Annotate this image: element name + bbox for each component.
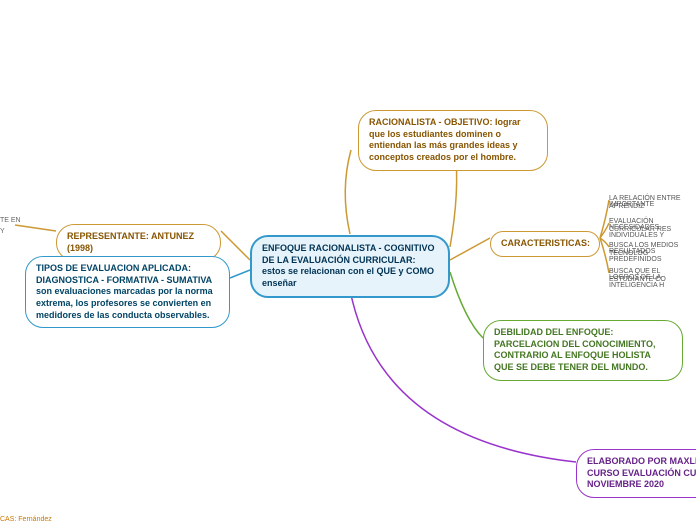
leaf-5: NECESIDADES INDIVIDUALES Y: [609, 224, 696, 241]
leaf-9: LOGROS DE LA INTELIGENCIA H: [609, 274, 696, 291]
node-caracteristicas: CARACTERISTICAS:: [490, 231, 600, 257]
node-racionalista: RACIONALISTA - OBJETIVO: lograr que los …: [358, 110, 548, 171]
leaf-3: IMPORTANTE: [609, 201, 654, 209]
node-elaborado: ELABORADO POR MAXLENIS. CURSO EVALUACIÓN…: [576, 449, 696, 498]
leaf-7: RESULTADOS PREDEFINIDOS: [609, 248, 696, 265]
center-node: ENFOQUE RACIONALISTA - COGNITIVO DE LA E…: [250, 235, 450, 298]
leaf-10: CAS: Fernández: [0, 516, 52, 524]
leaf-1: Y: [0, 228, 5, 236]
node-tipos: TIPOS DE EVALUACION APLICADA: DIAGNOSTIC…: [25, 256, 230, 328]
leaf-0: TE EN: [0, 217, 21, 225]
node-debilidad: DEBILIDAD DEL ENFOQUE: PARCELACION DEL C…: [483, 320, 683, 381]
